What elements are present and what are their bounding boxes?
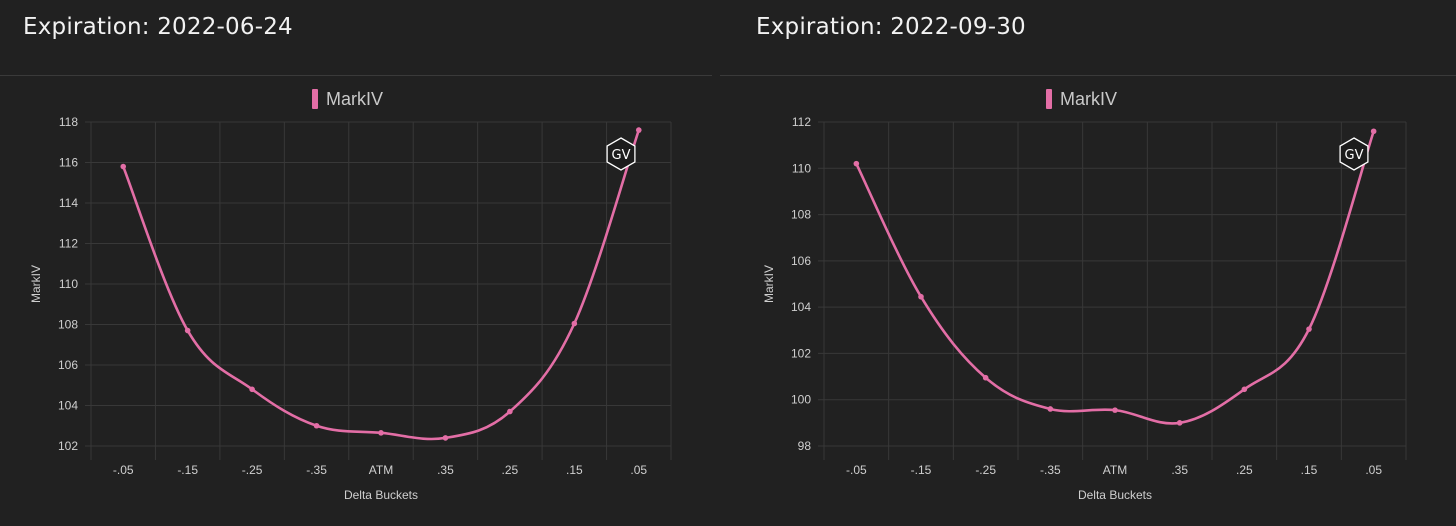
x-tick-label: -.15 <box>177 463 198 477</box>
y-axis-title: MarkIV <box>762 265 776 303</box>
data-point <box>184 327 191 334</box>
chart-panel-right: Expiration: 2022-09-30 MarkIV 98 100 102 10… <box>720 0 1456 526</box>
panel-title: Expiration: 2022-09-30 <box>756 14 1026 40</box>
data-point <box>853 160 860 167</box>
y-tick-label: 100 <box>791 393 811 407</box>
gv-logo: GV <box>1339 137 1369 171</box>
y-tick-label: 108 <box>791 208 811 222</box>
y-tick-label: 106 <box>791 254 811 268</box>
markiv-line-chart: 98 100 102 104 106 108 110 112 -.05 -.15 -.25 -.35 A… <box>762 115 1407 502</box>
panel-divider <box>0 75 712 76</box>
data-point <box>918 293 924 300</box>
y-tick-label: 112 <box>59 237 78 251</box>
markiv-line-chart: 102 104 106 108 110 112 114 116 118 -.05 -.15 -.25 -… <box>29 115 672 502</box>
y-tick-label: 102 <box>58 439 78 453</box>
y-axis-title: MarkIV <box>29 265 43 303</box>
y-tick-label: 98 <box>798 439 812 453</box>
legend-swatch <box>1046 89 1052 109</box>
y-tick-label: 104 <box>58 399 78 413</box>
grid <box>818 121 1407 460</box>
data-point <box>571 320 578 327</box>
y-tick-label: 110 <box>792 161 811 175</box>
x-axis-title: Delta Buckets <box>1078 488 1152 502</box>
data-point <box>1306 326 1312 332</box>
y-tick-label: 104 <box>791 300 811 314</box>
gv-logo-hexagon <box>606 137 636 171</box>
x-tick-label: -.25 <box>975 463 996 477</box>
series-line <box>122 129 641 441</box>
data-point <box>120 163 127 170</box>
data-point <box>1176 420 1183 426</box>
x-tick-label: -.15 <box>911 463 932 477</box>
x-tick-label: .15 <box>566 463 583 477</box>
legend-label: MarkIV <box>1060 88 1118 109</box>
data-point <box>1241 386 1248 393</box>
series-line <box>855 130 1375 425</box>
y-tick-label: 116 <box>59 156 78 170</box>
y-tick-label: 118 <box>59 115 78 129</box>
gv-logo-text: GV <box>612 148 631 163</box>
data-point <box>313 422 320 429</box>
x-tick-label: -.05 <box>846 463 867 477</box>
x-tick-label: .35 <box>1171 463 1188 477</box>
x-tick-label: -.35 <box>306 463 327 477</box>
x-tick-label: .35 <box>437 463 454 477</box>
x-tick-label: -.25 <box>242 463 263 477</box>
x-tick-label: .25 <box>1236 463 1253 477</box>
grid <box>85 121 672 460</box>
x-tick-label: .05 <box>630 463 647 477</box>
x-tick-label: -.05 <box>113 463 134 477</box>
x-tick-label: ATM <box>369 463 393 477</box>
data-point <box>1112 407 1118 413</box>
gv-logo-text: GV <box>1345 148 1364 163</box>
gv-logo-hexagon <box>1339 137 1369 171</box>
data-point <box>982 374 989 381</box>
chart-legend[interactable]: MarkIV <box>312 88 383 110</box>
y-tick-label: 108 <box>58 318 78 332</box>
chart-legend[interactable]: MarkIV <box>1046 88 1117 110</box>
data-point <box>378 430 384 436</box>
x-tick-label: .25 <box>502 463 519 477</box>
chart-panel-left: Expiration: 2022-06-24 MarkIV 102 104 106 1… <box>0 0 712 526</box>
x-tick-label: .05 <box>1365 463 1382 477</box>
y-tick-label: 110 <box>59 277 78 291</box>
legend-swatch <box>312 89 318 109</box>
x-tick-label: -.35 <box>1040 463 1061 477</box>
x-tick-label: .15 <box>1301 463 1318 477</box>
data-point <box>249 386 255 393</box>
y-tick-label: 106 <box>58 358 78 372</box>
x-axis-title: Delta Buckets <box>344 488 418 502</box>
gv-logo: GV <box>606 137 636 171</box>
x-tick-label: ATM <box>1103 463 1127 477</box>
data-point <box>1047 406 1054 412</box>
data-point <box>1370 128 1377 135</box>
legend-label: MarkIV <box>326 88 384 109</box>
y-tick-label: 114 <box>59 196 78 210</box>
data-point <box>635 127 642 133</box>
data-point <box>507 408 513 415</box>
y-tick-label: 102 <box>791 346 811 360</box>
y-tick-label: 112 <box>792 115 811 129</box>
panel-title: Expiration: 2022-06-24 <box>23 14 293 40</box>
data-point <box>442 435 449 441</box>
panel-divider <box>720 75 1456 76</box>
